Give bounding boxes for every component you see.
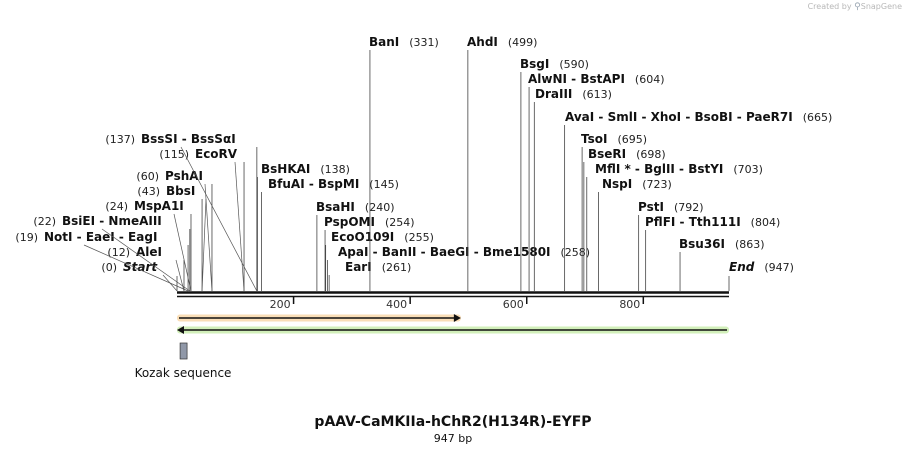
- axis-tick-label-800: 800: [619, 298, 640, 311]
- site-label-nspi: NspI: [602, 177, 632, 191]
- site-position-mfli: (703): [733, 163, 763, 176]
- site-leader-pshai: [204, 183, 213, 292]
- snapgene-logo: ⚲: [854, 2, 861, 12]
- map-length: 947 bp: [433, 432, 473, 445]
- site-leader-mspa1i: [173, 213, 192, 292]
- site-position-bseri: (698): [636, 148, 666, 161]
- kozak-label: Kozak sequence: [135, 366, 232, 380]
- site-label-eari: EarI: [345, 260, 372, 274]
- site-label-alwni: AlwNI - BstAPI: [528, 72, 625, 86]
- site-position-alwni: (604): [635, 73, 665, 86]
- site-position-tsoi: (695): [617, 133, 647, 146]
- site-label-end: End: [729, 260, 755, 274]
- site-position-psti: (792): [674, 201, 704, 214]
- site-label-bsu36i: Bsu36I: [679, 237, 725, 251]
- site-position-bsiei: (22): [33, 215, 56, 228]
- site-position-noti: (19): [15, 231, 38, 244]
- site-label-pflfi: PflFI - Tth111I: [645, 215, 741, 229]
- axis-tick-label-400: 400: [386, 298, 407, 311]
- site-position-draiii: (613): [582, 88, 612, 101]
- credit-brand: SnapGene: [860, 2, 902, 11]
- site-label-bshkai: BsHKAI: [261, 162, 310, 176]
- site-position-pspomi: (254): [385, 216, 415, 229]
- site-label-pshai: PshAI: [165, 169, 203, 183]
- snapgene-credit: Created by ⚲SnapGene: [808, 2, 902, 12]
- site-position-bsgi: (590): [559, 58, 589, 71]
- site-leader-ecorv: [234, 161, 245, 292]
- site-label-apai: ApaI - BanII - BaeGI - Bme1580I: [338, 245, 551, 259]
- site-label-bsiei: BsiEI - NmeAIII: [62, 214, 162, 228]
- site-label-mfli: MflI * - BglII - BstYI: [595, 162, 723, 176]
- site-leader-noti: [83, 244, 189, 292]
- site-label-bbsi: BbsI: [166, 184, 195, 198]
- site-position-ecoo109i: (255): [404, 231, 434, 244]
- site-position-bsu36i: (863): [735, 238, 765, 251]
- sequence-map: 200 400 600 800 Start (0) AleI (12) NotI - EaeI …: [15, 35, 833, 380]
- site-position-alei: (12): [107, 246, 130, 259]
- site-position-bfuai: (145): [369, 178, 399, 191]
- site-position-start: (0): [101, 261, 117, 274]
- site-label-mspa1i: MspA1I: [134, 199, 184, 213]
- kozak-box: [179, 342, 188, 360]
- site-position-eari: (261): [382, 261, 412, 274]
- site-label-pspomi: PspOMI: [324, 215, 375, 229]
- site-label-ecoo109i: EcoO109I: [331, 230, 394, 244]
- site-label-tsoi: TsoI: [581, 132, 607, 146]
- site-position-bsssi: (137): [105, 133, 135, 146]
- site-position-pflfi: (804): [751, 216, 781, 229]
- site-position-apai: (258): [561, 246, 591, 259]
- feature-arrowhead-orange-arrow: [453, 314, 461, 322]
- site-label-bseri: BseRI: [588, 147, 626, 161]
- site-label-bsgi: BsgI: [520, 57, 549, 71]
- site-position-bani: (331): [409, 36, 439, 49]
- site-position-bsahi: (240): [365, 201, 395, 214]
- site-leader-bsssi: [180, 146, 258, 292]
- site-leader-bsiei: [101, 228, 191, 292]
- site-label-psti: PstI: [638, 200, 664, 214]
- site-label-ahdi: AhdI: [467, 35, 498, 49]
- site-position-mspa1i: (24): [105, 200, 128, 213]
- feature-arrowhead-green-arrow: [177, 326, 184, 334]
- credit-prefix: Created by: [807, 2, 852, 11]
- site-position-ecorv: (115): [159, 148, 189, 161]
- site-position-nspi: (723): [642, 178, 672, 191]
- site-leader-bbsi: [201, 198, 207, 292]
- site-position-bshkai: (138): [320, 163, 350, 176]
- site-label-draiii: DraIII: [535, 87, 572, 101]
- site-position-ahdi: (499): [508, 36, 538, 49]
- site-position-bbsi: (43): [137, 185, 160, 198]
- site-position-end: (947): [764, 261, 794, 274]
- site-label-bani: BanI: [369, 35, 399, 49]
- site-label-bsssi: BssSI - BssSαI: [141, 132, 236, 146]
- site-label-bfuai: BfuAI - BspMI: [268, 177, 359, 191]
- site-position-pshai: (60): [136, 170, 159, 183]
- site-label-avai: AvaI - SmlI - XhoI - BsoBI - PaeR7I: [565, 110, 793, 124]
- axis-tick-label-600: 600: [503, 298, 524, 311]
- site-label-bsahi: BsaHI: [316, 200, 355, 214]
- map-title: pAAV-CaMKIIa-hChR2(H134R)-EYFP: [314, 414, 592, 430]
- site-label-noti: NotI - EaeI - EagI: [44, 230, 157, 244]
- site-label-ecorv: EcoRV: [195, 147, 238, 161]
- site-label-alei: AleI: [136, 245, 162, 259]
- axis-tick-label-200: 200: [270, 298, 291, 311]
- site-position-avai: (665): [803, 111, 833, 124]
- site-label-start: Start: [123, 260, 158, 274]
